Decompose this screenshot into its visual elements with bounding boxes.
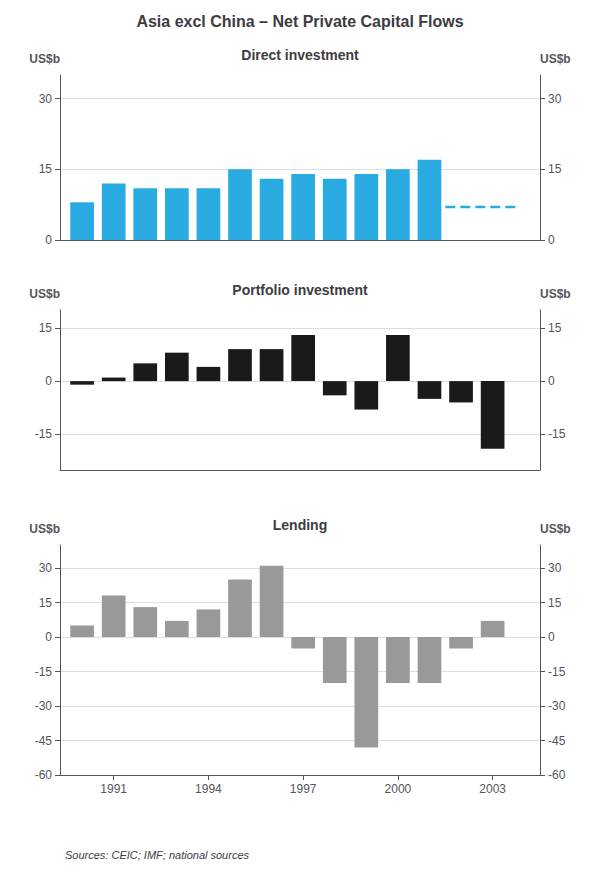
- svg-text:15: 15: [39, 321, 53, 335]
- svg-text:0: 0: [548, 630, 555, 644]
- svg-text:-45: -45: [548, 734, 566, 748]
- svg-text:-60: -60: [35, 768, 53, 782]
- svg-text:US$b: US$b: [29, 52, 60, 66]
- svg-text:Asia excl China – Net Private: Asia excl China – Net Private Capital Fl…: [136, 13, 463, 30]
- svg-text:1994: 1994: [195, 782, 222, 796]
- svg-text:15: 15: [548, 162, 562, 176]
- svg-text:-60: -60: [548, 768, 566, 782]
- svg-text:0: 0: [45, 630, 52, 644]
- svg-text:0: 0: [548, 233, 555, 247]
- svg-text:1991: 1991: [100, 782, 127, 796]
- svg-text:2003: 2003: [479, 782, 506, 796]
- svg-text:US$b: US$b: [540, 287, 571, 301]
- svg-text:0: 0: [45, 374, 52, 388]
- svg-text:US$b: US$b: [29, 287, 60, 301]
- svg-text:15: 15: [548, 321, 562, 335]
- svg-text:-45: -45: [35, 734, 53, 748]
- svg-text:2000: 2000: [385, 782, 412, 796]
- svg-text:30: 30: [548, 561, 562, 575]
- svg-text:0: 0: [548, 374, 555, 388]
- svg-text:-15: -15: [35, 665, 53, 679]
- svg-text:30: 30: [39, 561, 53, 575]
- svg-text:15: 15: [39, 596, 53, 610]
- svg-text:-15: -15: [35, 427, 53, 441]
- svg-text:Direct investment: Direct investment: [241, 47, 359, 63]
- svg-text:1997: 1997: [290, 782, 317, 796]
- svg-text:Lending: Lending: [273, 517, 327, 533]
- svg-text:15: 15: [39, 162, 53, 176]
- svg-text:Portfolio investment: Portfolio investment: [232, 282, 368, 298]
- svg-text:30: 30: [39, 92, 53, 106]
- svg-text:-30: -30: [35, 699, 53, 713]
- svg-text:0: 0: [45, 233, 52, 247]
- svg-text:US$b: US$b: [29, 522, 60, 536]
- svg-text:Sources: CEIC; IMF; national s: Sources: CEIC; IMF; national sources: [65, 849, 250, 861]
- svg-text:-15: -15: [548, 665, 566, 679]
- svg-text:-30: -30: [548, 699, 566, 713]
- svg-text:US$b: US$b: [540, 52, 571, 66]
- svg-text:30: 30: [548, 92, 562, 106]
- svg-text:US$b: US$b: [540, 522, 571, 536]
- svg-text:-15: -15: [548, 427, 566, 441]
- svg-text:15: 15: [548, 596, 562, 610]
